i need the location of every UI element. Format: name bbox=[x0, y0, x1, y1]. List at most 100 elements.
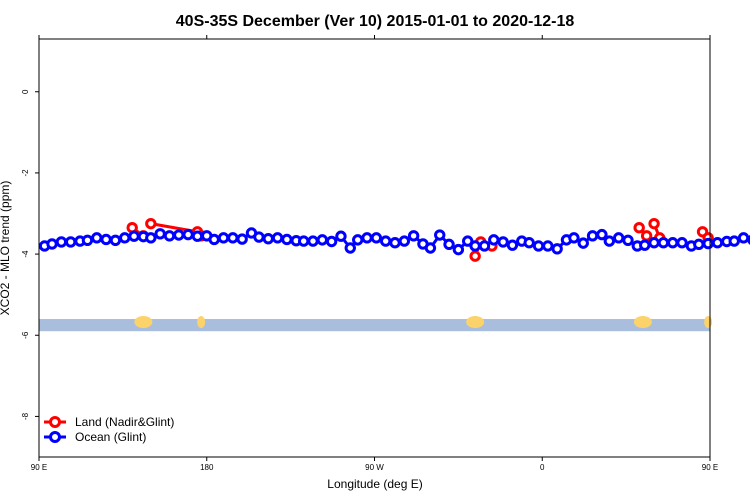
ocean-point bbox=[506, 239, 519, 251]
ocean-point bbox=[145, 232, 157, 244]
ocean-point bbox=[55, 236, 68, 248]
chart-title: 40S-35S December (Ver 10) 2015-01-01 to … bbox=[176, 13, 575, 30]
ocean-point bbox=[100, 233, 112, 246]
x-tick-label: 90 E bbox=[702, 463, 718, 472]
ocean-point bbox=[128, 230, 140, 242]
land-point bbox=[648, 217, 660, 230]
ocean-point bbox=[253, 231, 265, 243]
ocean-point bbox=[603, 235, 616, 247]
ocean-point bbox=[497, 236, 509, 248]
ocean-point bbox=[208, 233, 220, 246]
y-tick-label: -2 bbox=[21, 169, 30, 177]
map-land-mass bbox=[633, 316, 652, 329]
ocean-point bbox=[586, 230, 599, 242]
ocean-point bbox=[407, 230, 420, 242]
legend: Land (Nadir&Glint) Ocean (Glint) bbox=[44, 415, 174, 444]
ocean-point bbox=[622, 234, 634, 246]
ocean-point bbox=[667, 237, 679, 249]
ocean-point bbox=[648, 237, 660, 249]
ocean-point bbox=[488, 234, 500, 246]
map-strip bbox=[39, 316, 713, 332]
map-land-mass bbox=[197, 316, 206, 329]
y-axis: 0 -2 -4 -6 -8 bbox=[21, 89, 39, 420]
ocean-point bbox=[227, 232, 239, 244]
ocean-point bbox=[434, 229, 446, 241]
ocean-point bbox=[281, 233, 293, 246]
ocean-point bbox=[361, 232, 373, 244]
legend-ocean-label: Ocean (Glint) bbox=[75, 430, 146, 444]
x-tick-label: 180 bbox=[200, 463, 214, 472]
ocean-point bbox=[702, 237, 714, 250]
ocean-point bbox=[452, 243, 465, 256]
ocean-point bbox=[109, 234, 122, 246]
y-tick-label: -6 bbox=[21, 331, 30, 339]
x-tick-label: 90 W bbox=[365, 463, 384, 472]
ocean-point bbox=[737, 232, 750, 244]
land-point bbox=[633, 222, 645, 234]
ocean-point bbox=[728, 235, 740, 247]
ocean-point bbox=[469, 240, 481, 252]
x-tick-label: 0 bbox=[540, 463, 545, 472]
land-point bbox=[469, 250, 481, 262]
ocean-point bbox=[119, 232, 131, 244]
ocean-point bbox=[370, 232, 383, 244]
legend-land-label: Land (Nadir&Glint) bbox=[75, 415, 174, 429]
ocean-point bbox=[424, 242, 437, 254]
map-ocean-band bbox=[39, 319, 710, 332]
ocean-point bbox=[478, 240, 491, 252]
x-tick-label: 90 E bbox=[31, 463, 47, 472]
x-axis: 90 E 180 90 W 0 90 E bbox=[31, 457, 718, 472]
x-axis-top bbox=[38, 35, 711, 39]
ocean-point bbox=[596, 228, 608, 241]
ocean-point bbox=[173, 229, 185, 241]
ocean-point bbox=[335, 230, 347, 242]
y-tick-label: -4 bbox=[21, 250, 30, 258]
ocean-point bbox=[577, 237, 589, 249]
map-land-mass bbox=[466, 316, 485, 329]
ocean-point bbox=[711, 237, 724, 249]
ocean-point bbox=[154, 228, 166, 240]
ocean-point bbox=[217, 232, 230, 244]
ocean-point bbox=[693, 238, 705, 251]
ocean-point bbox=[676, 237, 688, 249]
x-axis-label: Longitude (deg E) bbox=[327, 477, 422, 491]
y-tick-label: -8 bbox=[21, 412, 30, 420]
ocean-point bbox=[297, 235, 310, 247]
ocean-point bbox=[316, 234, 329, 246]
ocean-point bbox=[379, 235, 392, 247]
ocean-point bbox=[639, 239, 651, 251]
ocean-point bbox=[657, 237, 670, 249]
land-point bbox=[145, 217, 157, 230]
ocean-point bbox=[46, 238, 58, 250]
ocean-point bbox=[271, 232, 284, 244]
plot-frame bbox=[38, 38, 711, 458]
ocean-point bbox=[262, 232, 274, 245]
y-tick-label: 0 bbox=[21, 89, 30, 94]
ocean-point bbox=[236, 233, 248, 245]
ocean-point bbox=[344, 242, 356, 254]
legend-ocean-marker bbox=[49, 431, 61, 443]
ocean-point bbox=[542, 240, 554, 252]
land-point bbox=[640, 230, 653, 242]
y-axis-label: XCO2 - MLO trend (ppm) bbox=[0, 181, 12, 316]
ocean-point bbox=[532, 240, 545, 252]
ocean-point bbox=[191, 230, 204, 242]
ocean-point bbox=[389, 237, 401, 249]
ocean-point bbox=[325, 235, 338, 248]
ocean-point bbox=[398, 235, 411, 247]
ocean-point bbox=[64, 236, 77, 248]
ocean-point bbox=[182, 228, 194, 241]
ocean-point bbox=[91, 232, 103, 244]
ocean-point bbox=[163, 230, 176, 242]
ocean-point bbox=[612, 232, 625, 244]
ocean-point bbox=[568, 232, 580, 244]
map-land-mass bbox=[704, 316, 713, 329]
ocean-point bbox=[551, 243, 563, 255]
ocean-point bbox=[461, 235, 474, 247]
ocean-point bbox=[307, 235, 319, 247]
ocean-point bbox=[352, 234, 364, 246]
ocean-point bbox=[523, 237, 535, 249]
legend-land-marker bbox=[49, 416, 61, 428]
map-land-mass bbox=[134, 316, 153, 329]
